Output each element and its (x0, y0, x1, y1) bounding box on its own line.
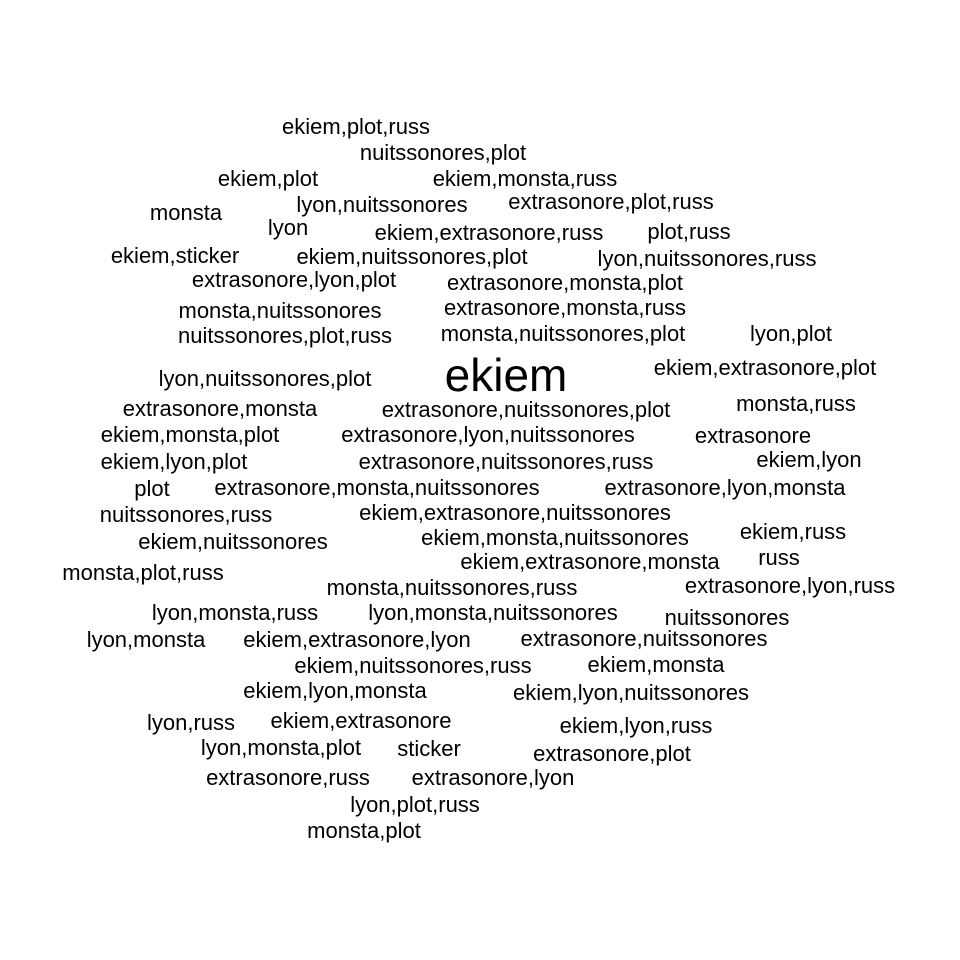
word-extrasonore-plot: extrasonore,plot (533, 741, 691, 766)
word-ekiem-lyon-nuitssonores: ekiem,lyon,nuitssonores (512, 680, 750, 705)
word-lyon-monsta: lyon,monsta (86, 627, 206, 652)
word-sticker: sticker (397, 736, 461, 761)
word-monsta-plot-russ: monsta,plot,russ (62, 560, 224, 585)
word-lyon-monsta-russ: lyon,monsta,russ (151, 600, 319, 625)
word-lyon-nuitssonores-plot: lyon,nuitssonores,plot (158, 366, 372, 391)
word-monsta-plot: monsta,plot (307, 818, 421, 843)
word-ekiem-nuitssonores: ekiem,nuitssonores (138, 529, 328, 554)
word-nuitssonores-plot-russ: nuitssonores,plot,russ (178, 323, 392, 348)
word-extrasonore-plot-russ: extrasonore,plot,russ (508, 189, 714, 214)
word-russ: russ (758, 545, 800, 570)
word-lyon-monsta-plot: lyon,monsta,plot (200, 735, 362, 760)
word-lyon-plot: lyon,plot (750, 321, 832, 346)
word-lyon-nuitssonores: lyon,nuitssonores (296, 192, 468, 217)
word-ekiem-monsta: ekiem,monsta (587, 652, 725, 677)
word-lyon-plot-russ: lyon,plot,russ (350, 792, 480, 817)
word-extrasonore: extrasonore (694, 423, 812, 448)
word-extrasonore-monsta-plot: extrasonore,monsta,plot (446, 270, 684, 295)
word-ekiem-monsta-plot: ekiem,monsta,plot (100, 422, 280, 447)
word-extrasonore-lyon-nuitssonores: extrasonore,lyon,nuitssonores (341, 422, 635, 447)
word-ekiem: ekiem (444, 349, 568, 401)
word-monsta-nuitssonores-plot: monsta,nuitssonores,plot (440, 321, 686, 346)
word-ekiem-extrasonore-nuitssonores: ekiem,extrasonore,nuitssonores (359, 500, 671, 525)
word-ekiem-lyon-russ: ekiem,lyon,russ (559, 713, 713, 738)
word-extrasonore-lyon: extrasonore,lyon (411, 765, 575, 790)
word-ekiem-lyon: ekiem,lyon (756, 447, 862, 472)
word-ekiem-extrasonore-plot: ekiem,extrasonore,plot (653, 355, 877, 380)
word-lyon-monsta-nuitssonores: lyon,monsta,nuitssonores (368, 600, 618, 625)
word-lyon-russ: lyon,russ (146, 710, 236, 735)
word-lyon: lyon (267, 215, 309, 240)
word-lyon-nuitssonores-russ: lyon,nuitssonores,russ (597, 246, 817, 271)
word-ekiem-monsta-russ: ekiem,monsta,russ (432, 166, 618, 191)
word-ekiem-sticker: ekiem,sticker (110, 243, 240, 268)
word-ekiem-extrasonore-russ: ekiem,extrasonore,russ (374, 220, 604, 245)
word-ekiem-monsta-nuitssonores: ekiem,monsta,nuitssonores (421, 525, 689, 550)
word-extrasonore-monsta-russ: extrasonore,monsta,russ (443, 295, 687, 320)
word-monsta-nuitssonores-russ: monsta,nuitssonores,russ (326, 575, 578, 600)
word-extrasonore-monsta-nuitssonores: extrasonore,monsta,nuitssonores (214, 475, 540, 500)
word-nuitssonores-plot: nuitssonores,plot (359, 140, 527, 165)
word-extrasonore-lyon-russ: extrasonore,lyon,russ (684, 573, 896, 598)
word-nuitssonores-russ: nuitssonores,russ (99, 502, 273, 527)
word-extrasonore-nuitssonores: extrasonore,nuitssonores (520, 626, 768, 651)
word-nuitssonores: nuitssonores (664, 605, 790, 630)
word-ekiem-nuitssonores-russ: ekiem,nuitssonores,russ (294, 653, 532, 678)
word-ekiem-plot-russ: ekiem,plot,russ (282, 114, 430, 139)
word-monsta: monsta (149, 200, 223, 225)
word-extrasonore-lyon-plot: extrasonore,lyon,plot (191, 267, 397, 292)
word-ekiem-nuitssonores-plot: ekiem,nuitssonores,plot (296, 244, 528, 269)
word-extrasonore-russ: extrasonore,russ (206, 765, 370, 790)
word-extrasonore-lyon-monsta: extrasonore,lyon,monsta (604, 475, 846, 500)
word-extrasonore-nuitssonores-russ: extrasonore,nuitssonores,russ (358, 449, 654, 474)
word-extrasonore-monsta: extrasonore,monsta (122, 396, 318, 421)
word-ekiem-extrasonore-lyon: ekiem,extrasonore,lyon (243, 627, 471, 652)
word-extrasonore-nuitssonores-plot: extrasonore,nuitssonores,plot (381, 397, 671, 422)
word-ekiem-russ: ekiem,russ (739, 519, 847, 544)
word-ekiem-extrasonore-monsta: ekiem,extrasonore,monsta (460, 549, 720, 574)
word-plot-russ: plot,russ (647, 219, 731, 244)
word-ekiem-lyon-monsta: ekiem,lyon,monsta (243, 678, 427, 703)
word-plot: plot (134, 476, 170, 501)
word-monsta-russ: monsta,russ (736, 391, 856, 416)
word-ekiem-extrasonore: ekiem,extrasonore (270, 708, 452, 733)
word-ekiem-plot: ekiem,plot (217, 166, 319, 191)
word-monsta-nuitssonores: monsta,nuitssonores (178, 298, 382, 323)
word-ekiem-lyon-plot: ekiem,lyon,plot (100, 449, 248, 474)
